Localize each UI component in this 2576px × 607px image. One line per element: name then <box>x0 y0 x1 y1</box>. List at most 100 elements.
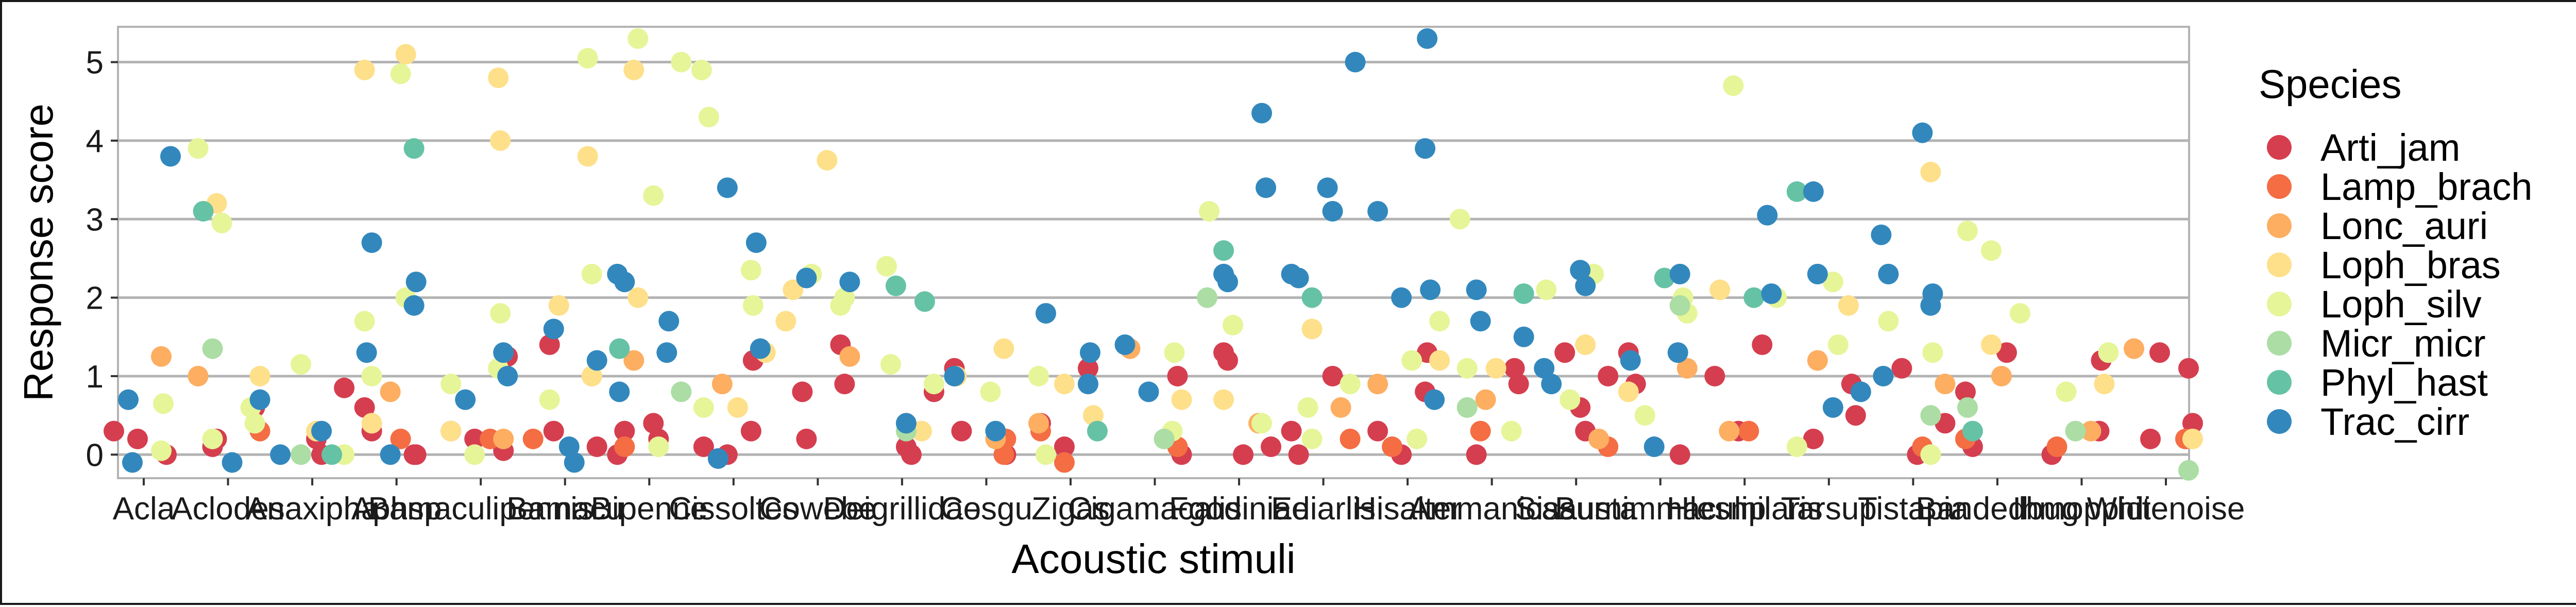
data-point-phyl-hast <box>1962 420 1983 442</box>
legend-key-lonc-auri <box>2267 213 2292 238</box>
data-point-trac-cirr <box>455 389 476 410</box>
data-point-arti-jam <box>1598 365 1619 386</box>
data-point-micr-micr <box>1154 428 1175 449</box>
data-point-loph-silv <box>834 287 855 308</box>
data-point-micr-micr <box>1957 397 1978 418</box>
data-point-loph-bras <box>623 59 645 80</box>
data-point-loph-bras <box>1301 318 1323 340</box>
data-point-loph-silv <box>1297 397 1318 418</box>
data-point-trac-cirr <box>1256 177 1277 198</box>
x-tick-label: Whitenoise <box>2087 491 2245 527</box>
data-point-loph-silv <box>1223 314 1244 335</box>
data-point-phyl-hast <box>914 291 935 312</box>
data-point-arti-jam <box>1466 444 1487 465</box>
data-point-loph-silv <box>1878 311 1899 332</box>
data-point-trac-cirr <box>1575 275 1596 296</box>
data-point-trac-cirr <box>609 381 630 402</box>
data-point-trac-cirr <box>493 342 514 363</box>
data-point-loph-bras <box>395 44 416 65</box>
data-point-loph-silv <box>1723 75 1744 96</box>
data-point-lamp-brach <box>2046 436 2067 458</box>
legend-title: Species <box>2259 61 2402 107</box>
data-point-trac-cirr <box>1570 260 1591 281</box>
data-point-trac-cirr <box>543 318 564 340</box>
x-axis-title: Acoustic stimuli <box>1011 536 1295 582</box>
data-point-arti-jam <box>901 444 922 465</box>
data-point-arti-jam <box>1955 381 1976 402</box>
data-point-trac-cirr <box>1513 326 1534 347</box>
legend: Species Arti_jamLamp_brachLonc_auriLoph_… <box>2259 61 2532 443</box>
data-point-arti-jam <box>2140 428 2161 449</box>
data-point-trac-cirr <box>405 272 427 293</box>
data-point-loph-bras <box>1709 279 1731 300</box>
data-point-loph-bras <box>628 287 649 308</box>
data-point-loph-bras <box>354 59 375 80</box>
data-point-lonc-auri <box>2124 338 2144 359</box>
data-points <box>104 28 2203 481</box>
data-point-trac-cirr <box>1620 350 1641 371</box>
data-point-loph-bras <box>440 420 462 442</box>
data-point-loph-bras <box>1838 295 1859 316</box>
data-point-loph-bras <box>1171 389 1192 410</box>
plot-panel <box>117 26 2190 479</box>
data-point-loph-silv <box>2098 342 2119 363</box>
data-point-loph-silv <box>202 428 223 449</box>
data-point-loph-bras <box>1575 334 1596 356</box>
data-point-loph-bras <box>1485 358 1506 379</box>
data-point-trac-cirr <box>796 267 817 289</box>
data-point-lamp-brach <box>1470 420 1491 442</box>
legend-label-micr-micr: Micr_micr <box>2320 322 2486 365</box>
data-point-loph-silv <box>354 311 375 332</box>
x-tick-label: Bamaculipennis <box>368 491 594 527</box>
data-point-lonc-auri <box>1935 374 1956 395</box>
y-axis-title: Response score <box>15 104 61 401</box>
data-point-trac-cirr <box>707 448 728 469</box>
grid-lines <box>118 61 2189 456</box>
data-point-phyl-hast <box>1743 287 1765 308</box>
x-tick-label: Acla <box>113 491 175 527</box>
data-point-phyl-hast <box>1213 240 1234 261</box>
data-point-phyl-hast <box>1786 181 1807 202</box>
data-point-arti-jam <box>1167 365 1188 386</box>
data-point-lonc-auri <box>188 365 209 386</box>
data-point-loph-silv <box>740 260 761 281</box>
data-point-trac-cirr <box>1138 381 1159 402</box>
x-tick-label: Anaxipha <box>246 491 379 527</box>
y-tick-label: 4 <box>86 124 104 159</box>
legend-items: Arti_jamLamp_brachLonc_auriLoph_brasLoph… <box>2267 126 2532 443</box>
data-point-arti-jam <box>104 420 124 442</box>
data-point-trac-cirr <box>985 420 1006 442</box>
data-point-trac-cirr <box>1391 287 1412 308</box>
data-point-trac-cirr <box>1667 342 1688 363</box>
data-point-loph-bras <box>775 311 796 332</box>
data-point-trac-cirr <box>1643 436 1665 458</box>
data-point-lonc-auri <box>1330 397 1351 418</box>
data-point-micr-micr <box>202 338 223 359</box>
x-tick-label: Fgodiniae <box>1169 491 1309 527</box>
data-point-loph-silv <box>1251 413 1273 434</box>
data-point-trac-cirr <box>745 232 767 253</box>
data-point-loph-silv <box>1536 279 1557 300</box>
data-point-trac-cirr <box>249 389 270 410</box>
legend-label-arti-jam: Arti_jam <box>2320 126 2460 169</box>
data-point-loph-silv <box>1786 436 1807 458</box>
data-point-trac-cirr <box>1757 205 1778 226</box>
data-point-loph-silv <box>153 393 174 414</box>
data-point-arti-jam <box>614 420 635 442</box>
data-point-trac-cirr <box>270 444 291 465</box>
data-point-trac-cirr <box>1424 389 1445 410</box>
data-point-loph-silv <box>361 365 382 386</box>
data-point-lonc-auri <box>1719 420 1740 442</box>
data-point-lonc-auri <box>1367 374 1388 395</box>
data-point-arti-jam <box>1217 350 1239 371</box>
data-point-phyl-hast <box>1087 420 1108 442</box>
data-point-loph-silv <box>151 440 172 461</box>
data-point-loph-silv <box>2056 381 2077 402</box>
data-point-trac-cirr <box>1417 28 1438 49</box>
data-point-loph-silv <box>464 444 485 465</box>
data-point-phyl-hast <box>321 444 343 465</box>
data-point-phyl-hast <box>885 275 906 296</box>
data-point-trac-cirr <box>311 420 332 442</box>
